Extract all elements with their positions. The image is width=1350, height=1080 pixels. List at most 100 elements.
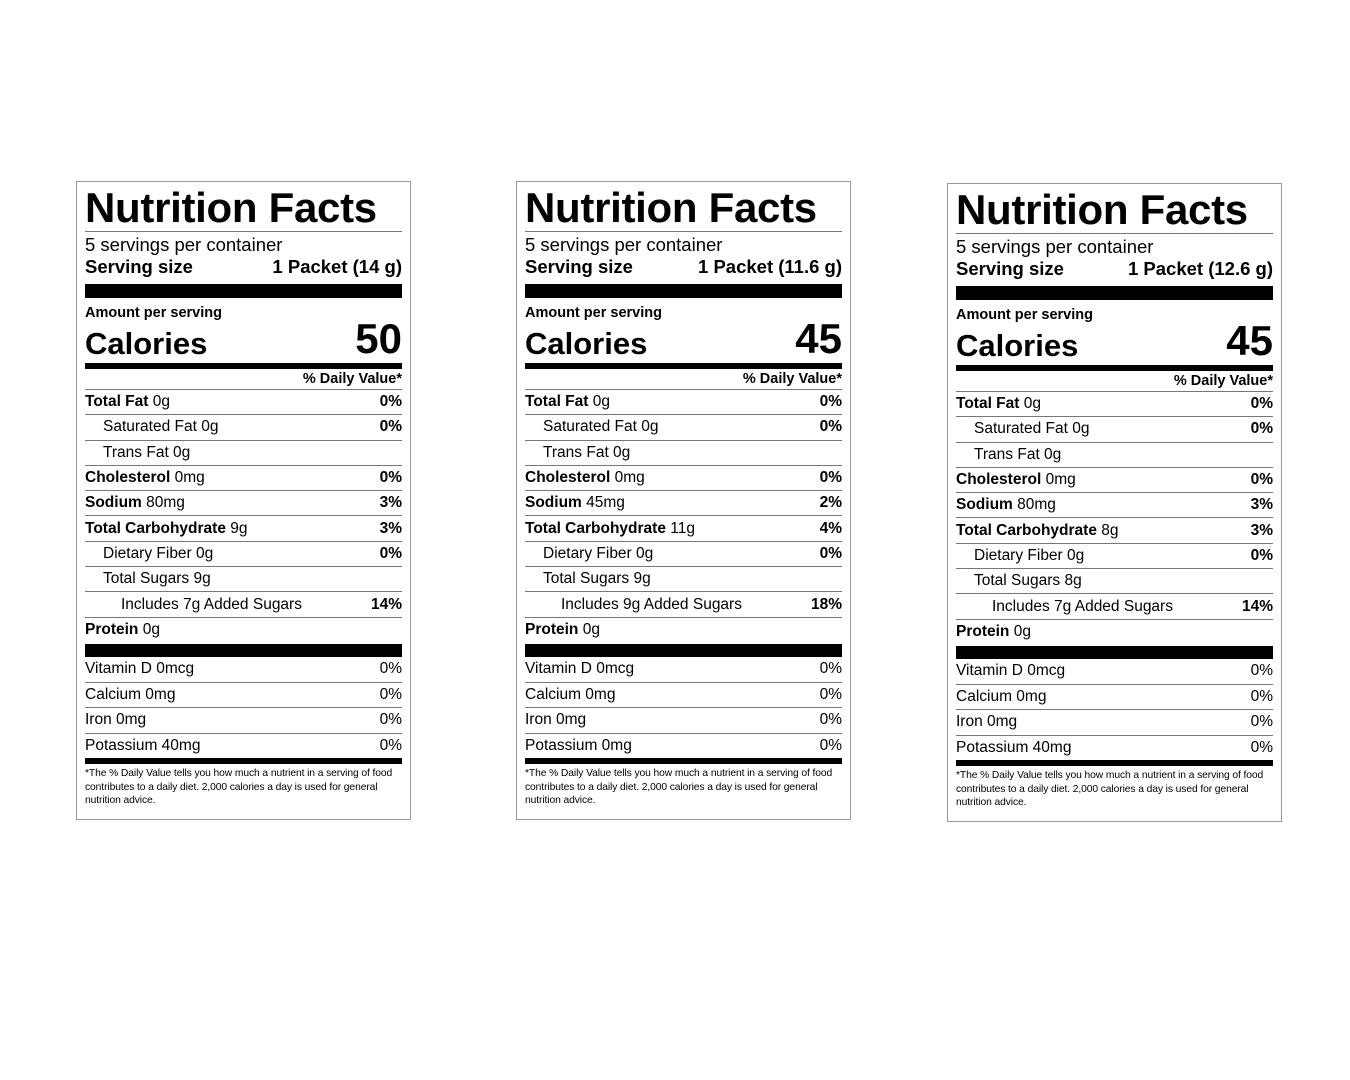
nutrient-amount: 80mg <box>1017 496 1056 514</box>
vitamin-row-iron: Iron 0mg 0% <box>85 707 402 733</box>
vitamin-percent: 0% <box>379 711 402 729</box>
nutrient-percent: 0% <box>379 544 402 562</box>
label-title: Nutrition Facts <box>525 184 817 231</box>
daily-value-header: % Daily Value* <box>302 371 402 387</box>
nutrient-label: Total Fat <box>525 393 589 411</box>
divider-thick <box>525 643 842 657</box>
nutrient-amount: 8g <box>1101 521 1119 539</box>
nutrient-amount: 45mg <box>586 494 625 512</box>
vitamin-row-iron: Iron 0mg 0% <box>525 707 842 733</box>
nutrient-row-cholesterol: Cholesterol 0mg 0% <box>525 464 842 490</box>
vitamin-percent: 0% <box>1250 687 1273 705</box>
vitamin-row-vitamin-d: Vitamin D 0mcg 0% <box>956 659 1273 684</box>
divider-thick <box>525 284 842 298</box>
nutrient-row-added-sugars: Includes 7g Added Sugars 14% <box>85 591 402 616</box>
vitamin-percent: 0% <box>819 711 842 729</box>
nutrient-row-protein: Protein 0g <box>85 616 402 642</box>
vitamin-percent: 0% <box>1250 713 1273 731</box>
nutrient-label: Protein <box>525 620 579 638</box>
calories-label: Calories <box>85 326 208 361</box>
nutrient-percent: 0% <box>819 393 842 411</box>
nutrient-amount: 0mg <box>614 469 645 487</box>
servings-per-container: 5 servings per container <box>956 236 1154 257</box>
nutrient-percent: 0% <box>1250 420 1273 438</box>
nutrient-percent: 0% <box>379 393 402 411</box>
vitamin-percent: 0% <box>379 660 402 678</box>
daily-value-header: % Daily Value* <box>742 371 842 387</box>
nutrient-percent: 0% <box>1250 395 1273 413</box>
amount-per-serving: Amount per serving <box>525 305 662 321</box>
nutrient-label: Sodium <box>525 494 582 512</box>
vitamin-row-calcium: Calcium 0mg 0% <box>525 681 842 708</box>
nutrient-amount: 0g <box>1023 395 1041 413</box>
nutrient-percent: 3% <box>1250 521 1273 539</box>
vitamin-label: Iron 0mg <box>85 711 147 729</box>
vitamin-percent: 0% <box>819 737 842 755</box>
nutrient-row-total-carbohydrate: Total Carbohydrate 8g 3% <box>956 517 1273 542</box>
divider-medium <box>85 363 402 369</box>
calories-row: Calories 50 <box>85 317 402 361</box>
serving-size-label: Serving size <box>85 256 193 277</box>
nutrient-label: Total Sugars 9g <box>543 570 651 588</box>
vitamin-percent: 0% <box>379 737 402 755</box>
vitamin-percent: 0% <box>819 660 842 678</box>
nutrient-row-added-sugars: Includes 9g Added Sugars 18% <box>525 591 842 616</box>
serving-size-value: 1 Packet (14 g) <box>272 256 402 277</box>
vitamin-label: Iron 0mg <box>956 713 1018 731</box>
serving-size-row: Serving size 1 Packet (14 g) <box>85 256 402 278</box>
nutrient-percent: 0% <box>819 544 842 562</box>
divider-thick <box>956 645 1273 659</box>
divider-medium <box>956 760 1273 767</box>
nutrient-percent: 0% <box>379 469 402 487</box>
nutrient-label: Total Sugars 9g <box>103 570 211 588</box>
nutrient-row-total-fat: Total Fat 0g 0% <box>525 389 842 414</box>
nutrient-amount: 0g <box>152 393 170 411</box>
nutrient-row-total-sugars: Total Sugars 9g <box>85 566 402 591</box>
nutrient-label: Total Sugars 8g <box>974 572 1082 590</box>
nutrient-row-sodium: Sodium 80mg 3% <box>956 492 1273 517</box>
nutrient-label: Total Carbohydrate <box>956 521 1097 539</box>
vitamin-label: Calcium 0mg <box>85 685 176 703</box>
nutrient-label: Trans Fat 0g <box>103 443 191 461</box>
vitamin-percent: 0% <box>1250 662 1273 680</box>
nutrient-label: Includes 7g Added Sugars <box>992 597 1173 615</box>
daily-value-footnote: *The % Daily Value tells you how much a … <box>85 768 393 807</box>
nutrient-label: Protein <box>85 620 139 638</box>
servings-per-container: 5 servings per container <box>85 234 283 255</box>
nutrient-percent: 0% <box>819 469 842 487</box>
calories-value: 50 <box>355 315 402 362</box>
nutrient-label: Total Carbohydrate <box>525 519 666 537</box>
nutrient-amount: 0g <box>582 620 600 638</box>
nutrient-row-added-sugars: Includes 7g Added Sugars 14% <box>956 593 1273 618</box>
nutrient-percent: 18% <box>810 595 842 613</box>
nutrient-amount: 0g <box>1013 622 1031 640</box>
nutrient-label: Saturated Fat 0g <box>543 418 659 436</box>
nutrient-label: Sodium <box>85 494 142 512</box>
nutrition-label-3: Nutrition Facts 5 servings per container… <box>947 183 1282 822</box>
nutrient-row-saturated-fat: Saturated Fat 0g 0% <box>956 416 1273 441</box>
vitamin-label: Vitamin D 0mcg <box>956 662 1066 680</box>
vitamin-row-potassium: Potassium 40mg 0% <box>956 734 1273 761</box>
divider-medium <box>525 363 842 369</box>
nutrient-row-protein: Protein 0g <box>956 618 1273 644</box>
vitamin-label: Potassium 40mg <box>956 739 1072 757</box>
divider-medium <box>956 365 1273 371</box>
vitamin-label: Vitamin D 0mcg <box>525 660 635 678</box>
nutrient-row-trans-fat: Trans Fat 0g <box>85 439 402 465</box>
vitamin-row-vitamin-d: Vitamin D 0mcg 0% <box>525 657 842 682</box>
nutrient-label: Dietary Fiber 0g <box>974 546 1085 564</box>
label-title: Nutrition Facts <box>85 184 377 231</box>
amount-per-serving: Amount per serving <box>85 305 222 321</box>
divider <box>956 233 1273 234</box>
nutrient-amount: 0mg <box>1045 471 1076 489</box>
nutrient-row-sodium: Sodium 45mg 2% <box>525 490 842 515</box>
nutrient-row-cholesterol: Cholesterol 0mg 0% <box>956 466 1273 492</box>
nutrition-label-2: Nutrition Facts 5 servings per container… <box>516 181 851 820</box>
nutrient-amount: 80mg <box>146 494 185 512</box>
calories-label: Calories <box>525 326 648 361</box>
nutrient-row-cholesterol: Cholesterol 0mg 0% <box>85 464 402 490</box>
vitamin-label: Iron 0mg <box>525 711 587 729</box>
nutrient-row-total-carbohydrate: Total Carbohydrate 9g 3% <box>85 515 402 540</box>
vitamin-percent: 0% <box>819 685 842 703</box>
nutrient-row-trans-fat: Trans Fat 0g <box>956 441 1273 467</box>
